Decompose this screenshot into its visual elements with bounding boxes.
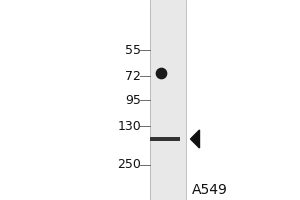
Text: 55: 55 <box>125 44 141 56</box>
Text: 95: 95 <box>125 94 141 106</box>
Text: 250: 250 <box>117 158 141 171</box>
Bar <box>150 0 186 200</box>
Point <box>158 71 163 75</box>
Text: 130: 130 <box>117 119 141 132</box>
Bar <box>150 137 180 141</box>
Text: 72: 72 <box>125 70 141 82</box>
Polygon shape <box>190 130 200 148</box>
Text: A549: A549 <box>192 183 228 197</box>
